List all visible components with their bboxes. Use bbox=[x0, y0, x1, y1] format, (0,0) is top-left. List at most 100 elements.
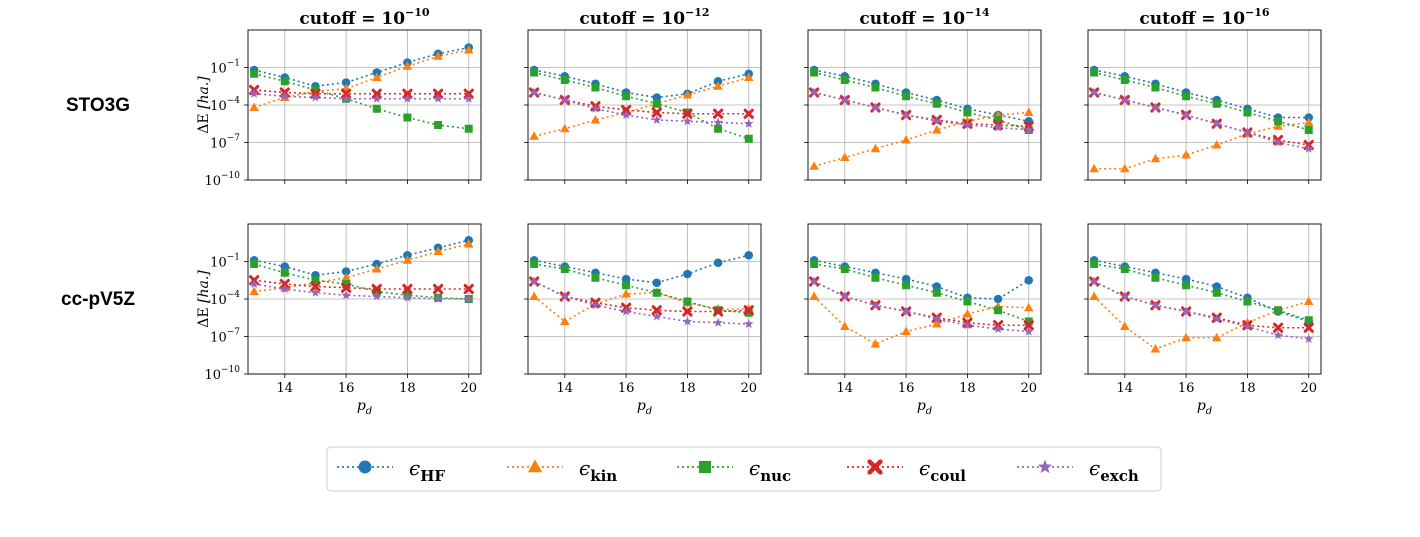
series-line-kin bbox=[253, 49, 469, 109]
data-point-nuc bbox=[994, 116, 1003, 124]
data-point-exch bbox=[1242, 321, 1253, 331]
y-tick-label: 10−4 bbox=[210, 96, 240, 114]
data-point-nuc bbox=[1304, 126, 1313, 134]
series-line-kin bbox=[813, 111, 1029, 168]
data-point-nuc bbox=[560, 265, 569, 273]
data-point-kin bbox=[1212, 332, 1222, 342]
data-point-nuc bbox=[1024, 317, 1033, 326]
data-point-exch bbox=[560, 95, 570, 105]
series-line-coul bbox=[533, 280, 749, 313]
data-point-kin bbox=[1150, 153, 1161, 163]
data-point-hf bbox=[403, 250, 412, 260]
y-tick-label: 10−10 bbox=[204, 171, 240, 189]
data-point-kin bbox=[962, 309, 973, 318]
legend-item-nuc: ϵnuc bbox=[677, 456, 791, 485]
data-point-nuc bbox=[560, 76, 569, 84]
panel bbox=[524, 29, 762, 184]
data-point-exch bbox=[249, 279, 259, 289]
data-point-nuc bbox=[744, 134, 753, 143]
data-point-exch bbox=[901, 110, 911, 120]
data-point-nuc bbox=[1182, 281, 1191, 290]
row-labels: STO3G cc-pV5Z bbox=[61, 95, 135, 310]
data-point-nuc bbox=[1151, 83, 1160, 92]
x-tick-label: 20 bbox=[1020, 381, 1037, 396]
data-point-coul bbox=[279, 278, 290, 290]
data-point-nuc bbox=[932, 99, 941, 108]
data-point-exch bbox=[713, 317, 723, 327]
data-point-exch bbox=[1303, 143, 1314, 153]
axes-frame bbox=[1087, 29, 1322, 181]
data-point-coul bbox=[463, 88, 474, 99]
data-point-kin bbox=[1273, 121, 1283, 130]
series-line-hf bbox=[253, 46, 469, 88]
data-point-kin bbox=[809, 161, 819, 170]
axes-frame bbox=[807, 29, 1042, 181]
legend-label: ϵHF bbox=[409, 456, 445, 485]
data-point-exch bbox=[1023, 326, 1034, 336]
data-point-nuc bbox=[652, 99, 661, 108]
series-line-kin bbox=[254, 243, 469, 293]
data-point-kin bbox=[1303, 296, 1314, 305]
data-point-nuc bbox=[1090, 68, 1099, 77]
data-point-exch bbox=[870, 300, 881, 310]
data-point-kin bbox=[1120, 163, 1130, 173]
x-tick-label: 16 bbox=[618, 381, 635, 396]
data-point-nuc bbox=[372, 104, 381, 113]
data-point-nuc bbox=[622, 281, 631, 290]
y-tick-label: 10−7 bbox=[210, 328, 240, 346]
legend: ϵHF ϵkin ϵnuc ϵcoul ϵexch bbox=[326, 446, 1162, 492]
data-point-kin bbox=[840, 321, 850, 330]
column-title: cutoff = 10−10 bbox=[299, 6, 429, 29]
data-point-nuc bbox=[1120, 76, 1129, 84]
data-point-kin bbox=[463, 45, 474, 54]
x-tick-label: 20 bbox=[460, 381, 477, 396]
data-point-exch bbox=[1120, 291, 1130, 301]
data-point-nuc bbox=[1212, 288, 1221, 297]
data-point-exch bbox=[1023, 125, 1034, 135]
data-point-exch bbox=[529, 87, 539, 97]
data-point-coul bbox=[621, 104, 632, 116]
data-point-kin bbox=[402, 255, 413, 264]
data-point-coul bbox=[402, 283, 413, 295]
panel: 10−1 10−4 10−7 10−10 ΔE [ha.] 14 16 18 20 pd bbox=[196, 223, 482, 417]
panel bbox=[804, 29, 1042, 184]
data-point-kin bbox=[372, 264, 382, 273]
x-axis-label: pd bbox=[357, 398, 372, 417]
data-point-nuc bbox=[994, 306, 1003, 315]
data-point-coul bbox=[402, 88, 413, 99]
y-tick-label: 10−7 bbox=[210, 134, 240, 152]
data-point-exch bbox=[621, 110, 631, 120]
series-line-hf bbox=[533, 254, 749, 284]
data-point-nuc bbox=[714, 124, 723, 133]
data-point-exch bbox=[1089, 276, 1099, 286]
data-point-hf bbox=[372, 259, 382, 269]
data-point-kin bbox=[560, 316, 570, 325]
data-point-exch bbox=[809, 276, 819, 286]
data-point-kin bbox=[901, 135, 911, 144]
data-point-kin bbox=[743, 72, 754, 81]
data-point-exch bbox=[1212, 118, 1222, 128]
data-point-kin bbox=[870, 339, 881, 348]
data-point-kin bbox=[1023, 107, 1034, 116]
data-point-exch bbox=[901, 306, 911, 316]
legend-marker-nuc bbox=[699, 461, 711, 473]
data-point-nuc bbox=[280, 268, 289, 277]
legend-label: ϵcoul bbox=[919, 456, 966, 485]
data-point-coul bbox=[371, 283, 382, 295]
data-point-exch bbox=[402, 292, 413, 302]
data-point-exch bbox=[993, 122, 1003, 132]
data-point-exch bbox=[590, 300, 601, 310]
data-point-nuc bbox=[1120, 265, 1129, 273]
panel: 14 16 18 20 pd bbox=[804, 223, 1042, 417]
axes-frame bbox=[807, 223, 1042, 375]
series-line-exch bbox=[813, 280, 1029, 333]
series-line-hf bbox=[533, 69, 749, 99]
series-line-nuc bbox=[813, 71, 1029, 131]
data-point-kin bbox=[560, 123, 570, 133]
data-point-exch bbox=[341, 93, 351, 103]
column-titles: cutoff = 10−10 cutoff = 10−12 cutoff = 10−… bbox=[299, 6, 1269, 29]
data-point-hf bbox=[1212, 282, 1222, 291]
x-axis-label: pd bbox=[637, 398, 652, 417]
data-point-nuc bbox=[652, 288, 661, 297]
